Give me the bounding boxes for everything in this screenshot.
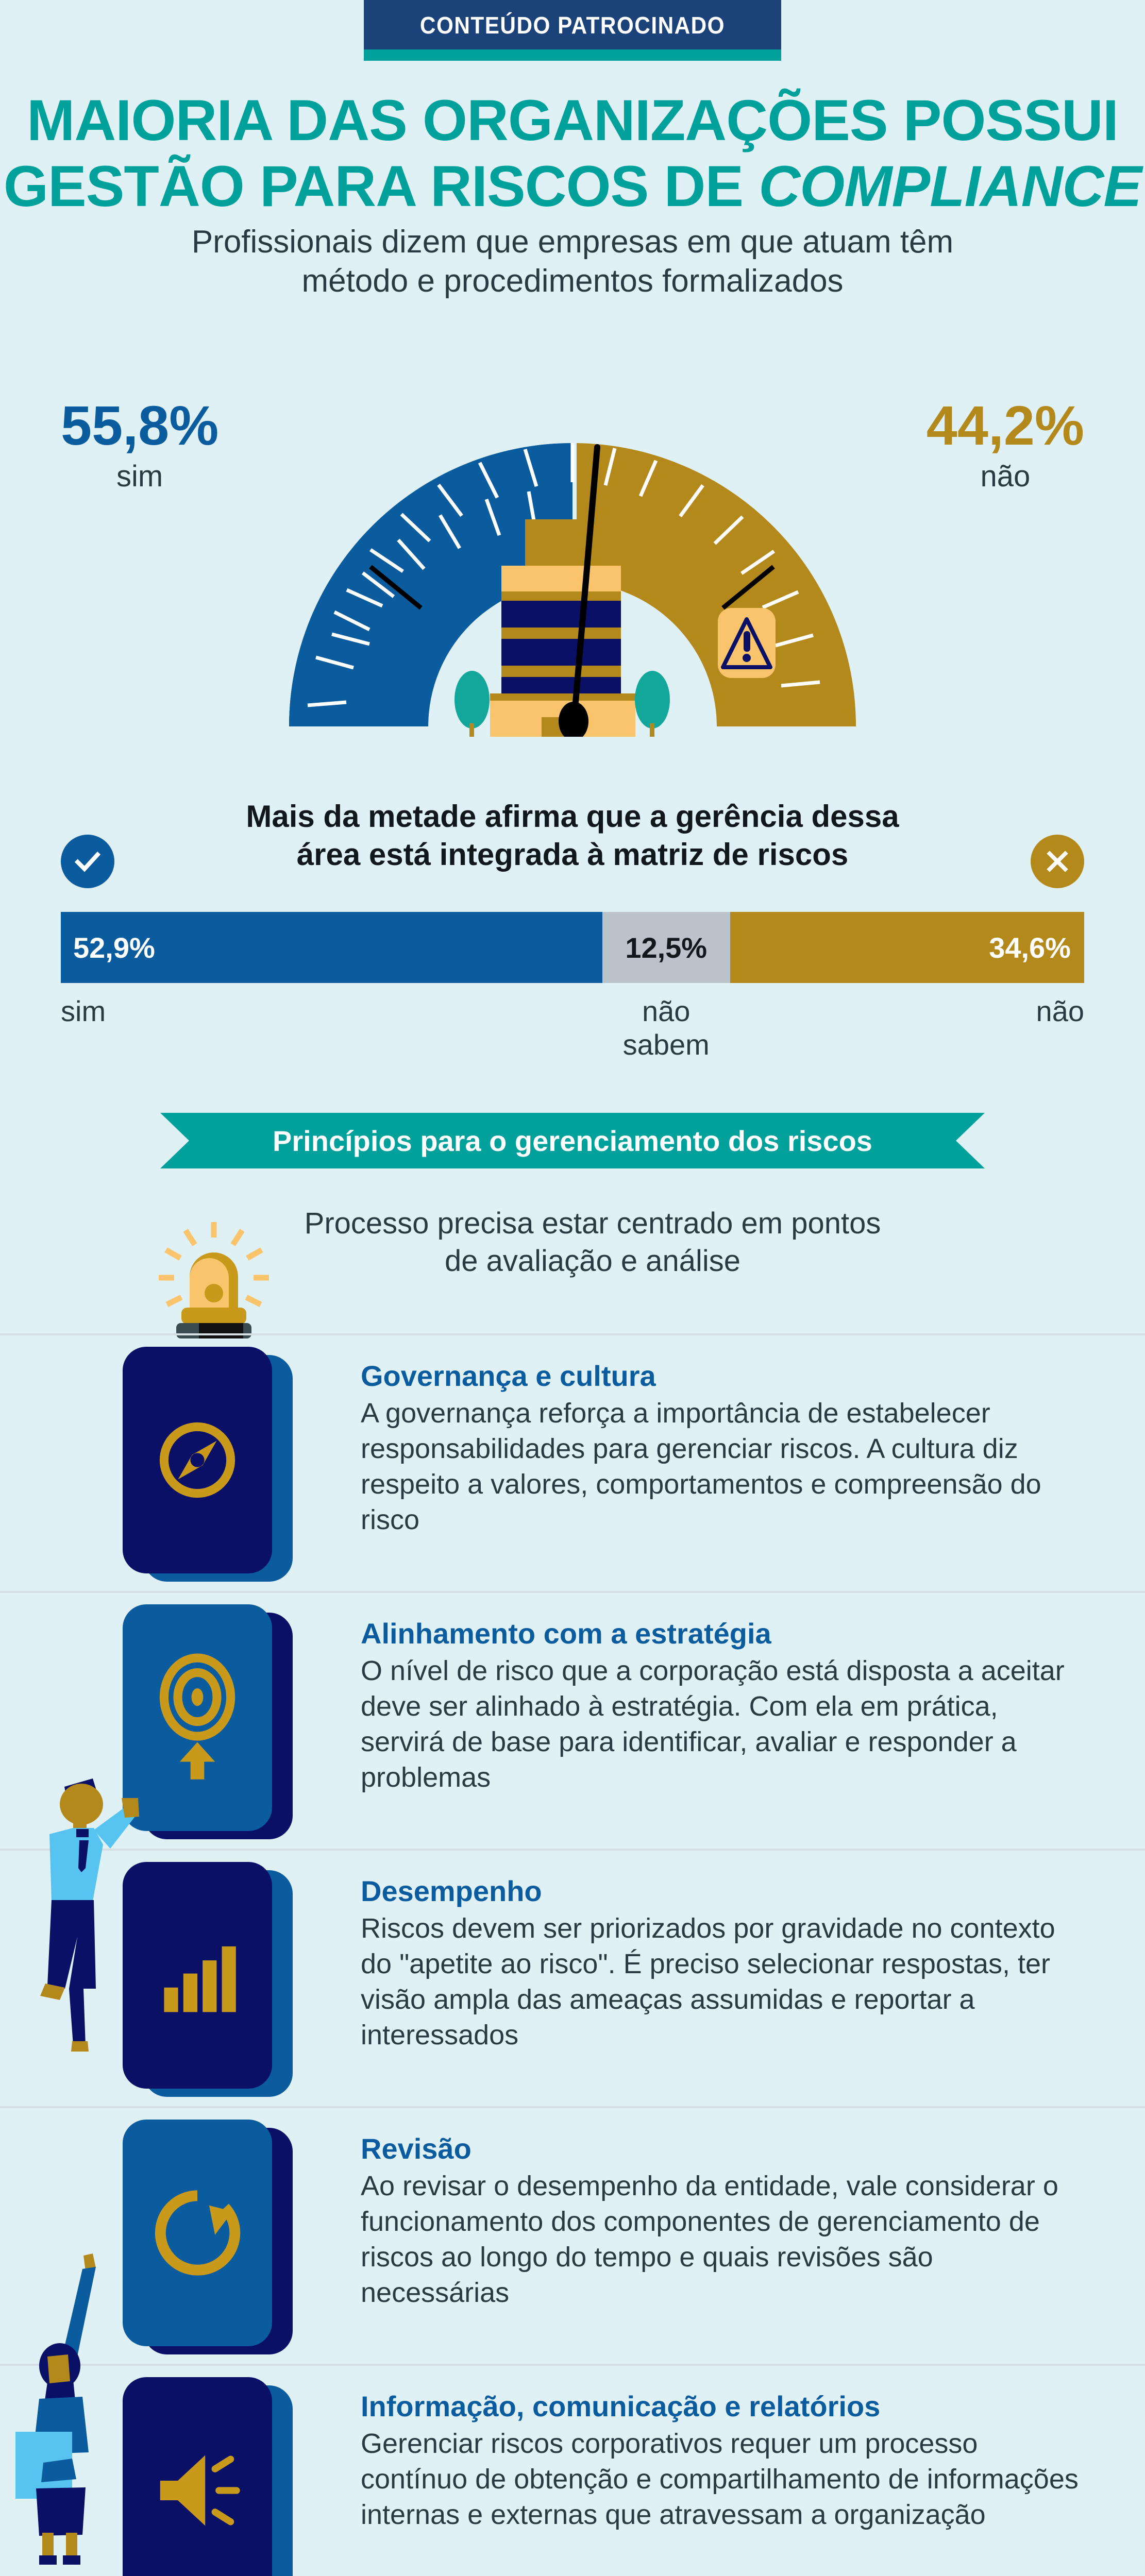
building-illustration	[454, 519, 670, 737]
principle-text: Revisão Ao revisar o desempenho da entid…	[361, 2132, 1082, 2311]
bar-legend-sim: sim	[61, 995, 106, 1027]
bar-segment-sim: 52,9%	[61, 912, 602, 983]
principle-body: A governança reforça a importância de es…	[361, 1398, 1041, 1536]
target-arrow-icon	[159, 1653, 235, 1780]
gauge-needle	[559, 444, 600, 737]
gauge-ticks	[307, 443, 820, 707]
page-title-line2: GESTÃO PARA RISCOS DE COMPLIANCE	[0, 154, 1145, 219]
principle-body: O nível de risco que a corporação está d…	[361, 1655, 1065, 1793]
principle-body: Gerenciar riscos corporativos requer um …	[361, 2428, 1079, 2531]
stacked-bar: 52,9% 12,5% 34,6%	[61, 912, 1084, 983]
card-face	[123, 2120, 272, 2346]
principles-ribbon-wrap: Princípios para o gerenciamento dos risc…	[0, 1113, 1145, 1168]
principle-row-governanca: Governança e cultura A governança reforç…	[0, 1333, 1145, 1591]
gauge-value-nao: 44,2% não	[927, 398, 1084, 492]
gauge-value-sim-label: sim	[116, 460, 163, 493]
bar-segment-nao-sabem-value: 12,5%	[625, 931, 708, 964]
principle-body: Ao revisar o desempenho da entidade, val…	[361, 2171, 1058, 2309]
megaphone-icon	[160, 2455, 240, 2526]
principle-row-desempenho: Desempenho Riscos devem ser priorizados …	[0, 1849, 1145, 2106]
stacked-bar-legend: sim não sabem não	[61, 994, 1084, 1061]
gauge-value-nao-label: não	[980, 460, 1031, 493]
principle-row-revisao: Revisão Ao revisar o desempenho da entid…	[0, 2106, 1145, 2364]
gauge-value-sim: 55,8% sim	[61, 398, 218, 492]
bar-segment-sim-value: 52,9%	[73, 931, 155, 964]
person-pointing-illustration	[40, 1778, 139, 2052]
principle-row-informacao: Informação, comunicação e relatórios Ger…	[0, 2364, 1145, 2576]
lead-block: Processo precisa estar centrado em ponto…	[0, 1195, 1145, 1338]
principle-icon-card	[123, 1604, 293, 1839]
card-face	[123, 2377, 272, 2576]
bar-legend-nao-sabem: não sabem	[622, 995, 710, 1061]
compass-icon	[159, 1422, 235, 1498]
gauge-seg-blue	[289, 443, 572, 726]
x-circle-icon	[1031, 835, 1084, 888]
principle-title: Desempenho	[361, 1875, 542, 1907]
lead-text: Processo precisa estar centrado em ponto…	[304, 1207, 881, 1278]
stacked-bar-title: Mais da metade afirma que a gerência des…	[246, 799, 899, 872]
page-title-line2-italic: COMPLIANCE	[759, 154, 1142, 218]
bar-segment-nao: 34,6%	[730, 912, 1084, 983]
bar-segment-nao-sabem: 12,5%	[602, 912, 730, 983]
gauge-value-nao-number: 44,2%	[926, 394, 1084, 456]
alert-lamp-icon	[159, 1222, 269, 1338]
bar-legend-nao: não	[1036, 995, 1084, 1027]
principle-icon-card	[123, 2120, 293, 2354]
principles-ribbon-label: Princípios para o gerenciamento dos risc…	[273, 1124, 872, 1157]
sponsored-badge: CONTEÚDO PATROCINADO	[364, 0, 781, 61]
principle-text: Alinhamento com a estratégia O nível de …	[361, 1617, 1082, 1795]
gauge-seg-gold	[577, 443, 856, 726]
principle-text: Informação, comunicação e relatórios Ger…	[361, 2389, 1082, 2533]
principle-body: Riscos devem ser priorizados por gravida…	[361, 1913, 1055, 2051]
principles-ribbon: Princípios para o gerenciamento dos risc…	[160, 1113, 985, 1168]
person-raising-hand-illustration	[15, 2253, 96, 2565]
check-circle-icon	[61, 835, 114, 888]
gauge-value-sim-number: 55,8%	[61, 394, 219, 456]
principle-title: Governança e cultura	[361, 1360, 656, 1392]
principle-icon-card	[123, 1862, 293, 2097]
page-subtitle: Profissionais dizem que empresas em que …	[191, 224, 954, 299]
principle-row-alinhamento: Alinhamento com a estratégia O nível de …	[0, 1591, 1145, 1849]
principle-text: Desempenho Riscos devem ser priorizados …	[361, 1874, 1082, 2053]
principle-title: Revisão	[361, 2132, 472, 2165]
bar-segment-nao-value: 34,6%	[989, 931, 1071, 964]
gauge-chart: 55,8% sim 44,2% não	[0, 361, 1145, 768]
gauge-leader-right	[721, 565, 775, 610]
page-title-line2-plain: GESTÃO PARA RISCOS DE	[3, 154, 759, 218]
page-title-line1: MAIORIA DAS ORGANIZAÇÕES POSSUI	[27, 88, 1119, 152]
principle-icon-card	[123, 1347, 293, 1582]
bar-chart-icon	[164, 1946, 236, 2012]
stacked-bar-chart: Mais da metade afirma que a gerência des…	[0, 783, 1145, 1092]
sponsored-badge-wrap: CONTEÚDO PATROCINADO	[0, 0, 1145, 61]
principle-text: Governança e cultura A governança reforç…	[361, 1359, 1082, 1538]
principle-title: Informação, comunicação e relatórios	[361, 2390, 881, 2422]
gauge-leader-left	[369, 565, 423, 610]
refresh-cycle-icon	[155, 2190, 241, 2276]
page-title: MAIORIA DAS ORGANIZAÇÕES POSSUI GESTÃO P…	[0, 88, 1145, 219]
x-glyph	[1047, 851, 1068, 872]
principle-title: Alinhamento com a estratégia	[361, 1617, 771, 1650]
principles-list: Governança e cultura A governança reforç…	[0, 1333, 1145, 2576]
check-glyph	[74, 851, 101, 872]
gauge-svg	[289, 443, 856, 737]
warning-triangle-icon	[718, 608, 776, 678]
card-face	[123, 1862, 272, 2089]
card-face	[123, 1347, 272, 1573]
principle-icon-card	[123, 2377, 293, 2576]
sponsored-badge-label: CONTEÚDO PATROCINADO	[419, 12, 726, 39]
card-face	[123, 1604, 272, 1831]
